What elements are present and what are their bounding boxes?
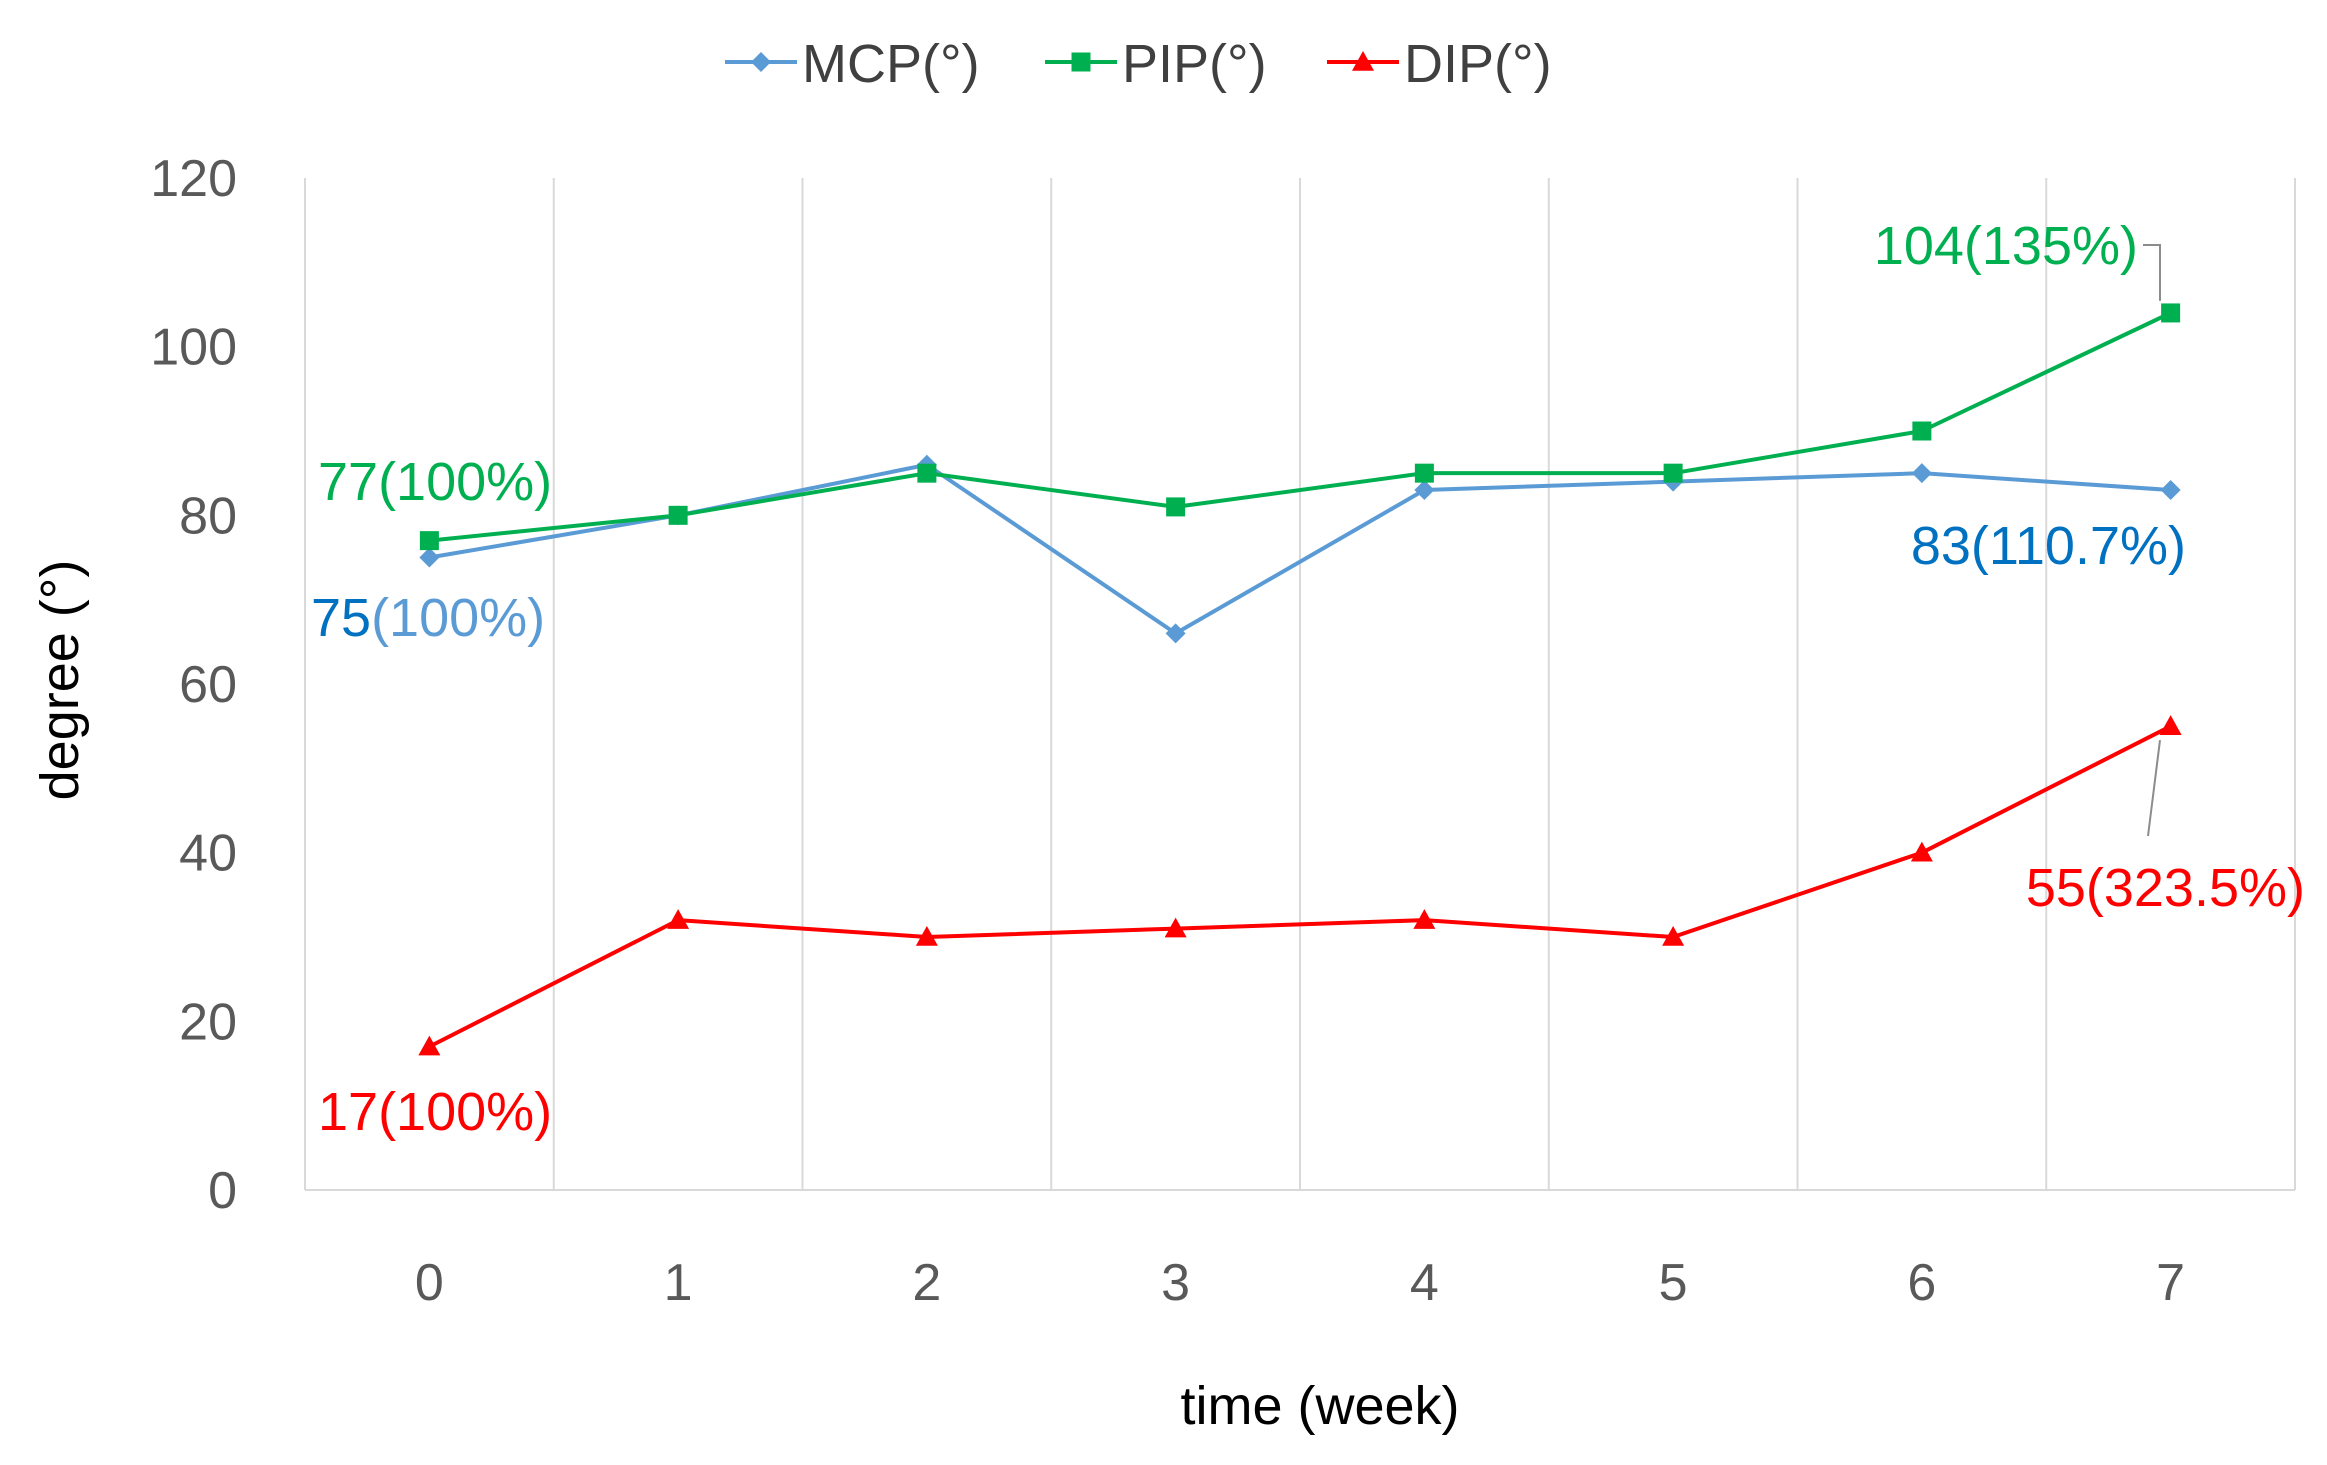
data-label-part: 17(100%)	[318, 1082, 552, 1142]
data-point	[1165, 623, 1186, 644]
data-point	[668, 505, 688, 525]
legend-item: MCP(°)	[725, 34, 980, 94]
data-point	[2159, 715, 2182, 735]
series-line-dip	[428, 724, 2172, 1049]
x-axis-ticks: 0 1 2 3 4 5 6 7	[415, 1254, 2185, 1312]
y-tick-label: 40	[179, 825, 237, 883]
legend-label: DIP(°)	[1404, 34, 1552, 94]
legend-item: PIP(°)	[1045, 34, 1267, 94]
data-point	[1911, 463, 1932, 484]
x-tick-label: 4	[1410, 1254, 1439, 1312]
data-point	[1166, 497, 1186, 517]
series-markers	[418, 303, 2182, 1056]
label-leader-lines	[2143, 244, 2161, 837]
data-label-part: 83(110.7%)	[1911, 516, 2186, 576]
data-label: 77(100%)	[318, 452, 552, 512]
data-label-part: 55(323.5%)	[2026, 858, 2305, 918]
axes	[304, 178, 2295, 1191]
data-label-part: 104(135%)	[1874, 216, 2138, 276]
data-label-part: 75	[311, 588, 371, 648]
data-point	[419, 531, 439, 551]
x-tick-label: 3	[1161, 1254, 1190, 1312]
legend-marker	[1352, 51, 1374, 71]
data-point	[1912, 421, 1932, 441]
legend-label: PIP(°)	[1122, 34, 1267, 94]
data-point	[1414, 480, 1435, 501]
leader-line	[2147, 740, 2161, 837]
y-tick-label: 0	[208, 1162, 237, 1220]
data-point	[1164, 917, 1187, 938]
legend-item: DIP(°)	[1327, 34, 1552, 94]
data-point	[2160, 480, 2181, 501]
data-labels: 77(100%) 75(100%) 17(100%) 104(135%) 83(110.…	[311, 216, 2305, 1142]
data-label: 83(110.7%)	[1911, 516, 2186, 576]
data-label: 75(100%)	[311, 588, 545, 648]
x-tick-label: 0	[415, 1254, 444, 1312]
data-point	[1663, 463, 1683, 483]
data-point	[2161, 303, 2181, 323]
gridlines	[552, 178, 2296, 1190]
legend-label: MCP(°)	[802, 34, 980, 94]
y-axis-title: degree (°)	[30, 560, 90, 801]
series-line-pip	[429, 311, 2172, 543]
y-axis-ticks: 0 20 40 60 80 100 120	[150, 150, 237, 1220]
data-point	[418, 1035, 441, 1056]
x-tick-label: 1	[664, 1254, 693, 1312]
data-label-part: 77(100%)	[318, 452, 552, 512]
y-tick-label: 80	[179, 487, 237, 545]
x-axis-title: time (week)	[1180, 1376, 1459, 1436]
data-point	[1414, 463, 1434, 483]
data-label-part: (100%)	[371, 588, 545, 648]
data-point	[667, 909, 690, 929]
legend-marker	[1071, 52, 1091, 72]
legend: MCP(°) PIP(°) DIP(°)	[725, 34, 1552, 94]
data-point	[917, 463, 937, 483]
legend-marker	[751, 52, 771, 72]
data-point	[419, 547, 440, 568]
x-tick-label: 2	[912, 1254, 941, 1312]
data-label: 55(323.5%)	[2026, 858, 2305, 918]
data-label: 104(135%)	[1874, 216, 2138, 276]
y-tick-label: 60	[179, 656, 237, 714]
data-point	[1910, 841, 1933, 862]
data-point	[1413, 909, 1436, 929]
data-label: 17(100%)	[318, 1082, 552, 1142]
data-point	[1662, 926, 1685, 946]
y-tick-label: 120	[150, 150, 237, 208]
leader-line	[2143, 244, 2161, 301]
x-tick-label: 6	[1907, 1254, 1936, 1312]
y-tick-label: 100	[150, 319, 237, 377]
data-point	[915, 926, 938, 946]
x-tick-label: 5	[1659, 1254, 1688, 1312]
series-lines	[428, 311, 2172, 1049]
y-tick-label: 20	[179, 993, 237, 1051]
x-tick-label: 7	[2156, 1254, 2185, 1312]
